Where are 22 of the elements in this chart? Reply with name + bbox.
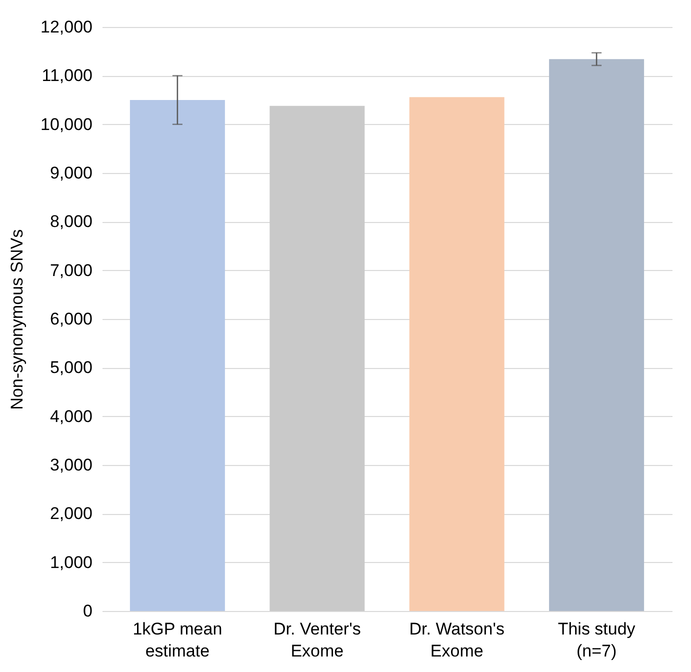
y-tick-label: 0 (83, 602, 92, 620)
y-tick-label: 4,000 (50, 406, 92, 426)
bar (549, 59, 644, 611)
y-tick-label: 6,000 (50, 310, 92, 328)
y-tick-label: 12,000 (40, 18, 92, 36)
bar (409, 97, 504, 611)
y-tick-label: 7,000 (50, 260, 92, 280)
x-tick-label: Dr. Venter's Exome (273, 620, 361, 660)
x-tick-label: This study (n=7) (558, 620, 636, 660)
y-axis-title: Non-synonymous SNVs (8, 229, 27, 410)
x-tick-label: Dr. Watson's Exome (409, 620, 504, 660)
x-tick-label: 1kGP mean estimate (132, 620, 222, 660)
y-tick-label: 5,000 (50, 358, 92, 378)
y-tick-label: 9,000 (50, 164, 92, 182)
y-tick-label: 11,000 (42, 66, 92, 86)
y-tick-label: 10,000 (40, 114, 92, 134)
y-tick-label: 3,000 (50, 456, 92, 474)
bar (270, 106, 365, 611)
y-tick-label: 8,000 (50, 212, 92, 232)
y-tick-label: 1,000 (50, 552, 92, 572)
y-tick-label: 2,000 (50, 504, 92, 524)
bar (130, 100, 225, 611)
